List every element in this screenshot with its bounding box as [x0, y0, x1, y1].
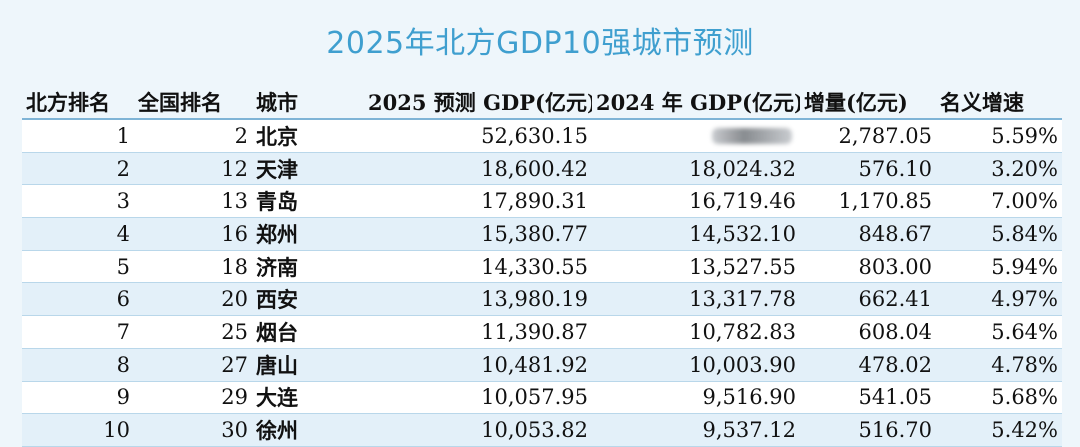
header-growth: 名义增速: [936, 86, 1062, 120]
header-gdp-2024: 2024 年 GDP(亿元): [592, 86, 800, 120]
cell-increase: 803.00: [800, 250, 936, 284]
cell-city: 北京: [252, 119, 364, 153]
cell-growth: 3.20%: [936, 152, 1062, 186]
cell-national-rank: 25: [134, 315, 252, 349]
header-national-rank: 全国排名: [134, 86, 252, 120]
table-row: 8 27 唐山 10,481.92 10,003.90 478.02 4.78%: [22, 348, 1062, 382]
cell-north-rank: 1: [22, 119, 134, 153]
cell-gdp-2025: 11,390.87: [364, 315, 592, 349]
table-row: 7 25 烟台 11,390.87 10,782.83 608.04 5.64%: [22, 315, 1062, 349]
cell-city: 大连: [252, 381, 364, 415]
cell-city: 郑州: [252, 217, 364, 251]
cell-gdp-2025: 17,890.31: [364, 184, 592, 219]
cell-city: 天津: [252, 152, 364, 186]
table-row: 1 2 北京 52,630.15 2,787.05 5.59%: [22, 119, 1062, 153]
cell-growth: 4.78%: [936, 348, 1062, 382]
cell-gdp-2024: 14,532.10: [592, 217, 800, 251]
table-row: 10 30 徐州 10,053.82 9,537.12 516.70 5.42%: [22, 413, 1062, 447]
cell-gdp-2025: 13,980.19: [364, 282, 592, 317]
cell-increase: 541.05: [800, 381, 936, 415]
cell-gdp-2025: 14,330.55: [364, 250, 592, 284]
table-row: 9 29 大连 10,057.95 9,516.90 541.05 5.68%: [22, 381, 1062, 415]
cell-city: 青岛: [252, 184, 364, 219]
cell-city: 烟台: [252, 315, 364, 349]
cell-city: 济南: [252, 250, 364, 284]
cell-national-rank: 13: [134, 184, 252, 219]
cell-gdp-2024: 13,317.78: [592, 282, 800, 317]
cell-north-rank: 8: [22, 348, 134, 382]
cell-growth: 5.68%: [936, 381, 1062, 415]
cell-national-rank: 16: [134, 217, 252, 251]
cell-growth: 5.84%: [936, 217, 1062, 251]
table-header-row: 北方排名 全国排名 城市 2025 预测 GDP(亿元) 2024 年 GDP(…: [22, 86, 1062, 120]
cell-north-rank: 3: [22, 184, 134, 219]
cell-gdp-2024: 18,024.32: [592, 152, 800, 186]
cell-growth: 7.00%: [936, 184, 1062, 219]
header-increase: 增量(亿元): [800, 86, 936, 120]
cell-growth: 5.59%: [936, 119, 1062, 153]
cell-gdp-2025: 15,380.77: [364, 217, 592, 251]
cell-increase: 1,170.85: [800, 184, 936, 219]
table-row: 4 16 郑州 15,380.77 14,532.10 848.67 5.84%: [22, 217, 1062, 251]
cell-national-rank: 18: [134, 250, 252, 284]
cell-national-rank: 20: [134, 282, 252, 317]
table-row: 3 13 青岛 17,890.31 16,719.46 1,170.85 7.00%: [22, 184, 1062, 219]
cell-gdp-2024: 10,003.90: [592, 348, 800, 382]
cell-gdp-2024: 10,782.83: [592, 315, 800, 349]
cell-gdp-2025: 10,481.92: [364, 348, 592, 382]
cell-increase: 478.02: [800, 348, 936, 382]
cell-national-rank: 2: [134, 119, 252, 153]
table-row: 2 12 天津 18,600.42 18,024.32 576.10 3.20%: [22, 152, 1062, 186]
cell-north-rank: 6: [22, 282, 134, 317]
table-row: 6 20 西安 13,980.19 13,317.78 662.41 4.97%: [22, 282, 1062, 317]
cell-increase: 2,787.05: [800, 119, 936, 153]
cell-gdp-2024: [592, 119, 800, 153]
cell-gdp-2025: 18,600.42: [364, 152, 592, 186]
header-north-rank: 北方排名: [22, 86, 134, 120]
cell-north-rank: 7: [22, 315, 134, 349]
cell-city: 徐州: [252, 413, 364, 447]
cell-north-rank: 5: [22, 250, 134, 284]
cell-gdp-2025: 52,630.15: [364, 119, 592, 153]
cell-increase: 516.70: [800, 413, 936, 447]
cell-gdp-2024: 9,537.12: [592, 413, 800, 447]
cell-gdp-2024: 13,527.55: [592, 250, 800, 284]
cell-growth: 5.42%: [936, 413, 1062, 447]
cell-growth: 5.64%: [936, 315, 1062, 349]
cell-north-rank: 2: [22, 152, 134, 186]
cell-north-rank: 10: [22, 413, 134, 447]
cell-increase: 662.41: [800, 282, 936, 317]
cell-gdp-2025: 10,057.95: [364, 381, 592, 415]
cell-north-rank: 9: [22, 381, 134, 415]
table-row: 5 18 济南 14,330.55 13,527.55 803.00 5.94%: [22, 250, 1062, 284]
cell-growth: 5.94%: [936, 250, 1062, 284]
header-gdp-2025: 2025 预测 GDP(亿元): [364, 86, 592, 120]
cell-national-rank: 29: [134, 381, 252, 415]
header-city: 城市: [252, 86, 364, 120]
cell-growth: 4.97%: [936, 282, 1062, 317]
cell-city: 西安: [252, 282, 364, 317]
cell-national-rank: 27: [134, 348, 252, 382]
cell-increase: 848.67: [800, 217, 936, 251]
cell-national-rank: 30: [134, 413, 252, 447]
cell-gdp-2024: 9,516.90: [592, 381, 800, 415]
cell-north-rank: 4: [22, 217, 134, 251]
cell-increase: 608.04: [800, 315, 936, 349]
cell-gdp-2024: 16,719.46: [592, 184, 800, 219]
page-title: 2025年北方GDP10强城市预测: [326, 26, 754, 61]
cell-national-rank: 12: [134, 152, 252, 186]
redacted-value-mask: [712, 128, 792, 144]
gdp-table: 北方排名 全国排名 城市 2025 预测 GDP(亿元) 2024 年 GDP(…: [22, 86, 1062, 447]
cell-city: 唐山: [252, 348, 364, 382]
cell-gdp-2025: 10,053.82: [364, 413, 592, 447]
cell-increase: 576.10: [800, 152, 936, 186]
